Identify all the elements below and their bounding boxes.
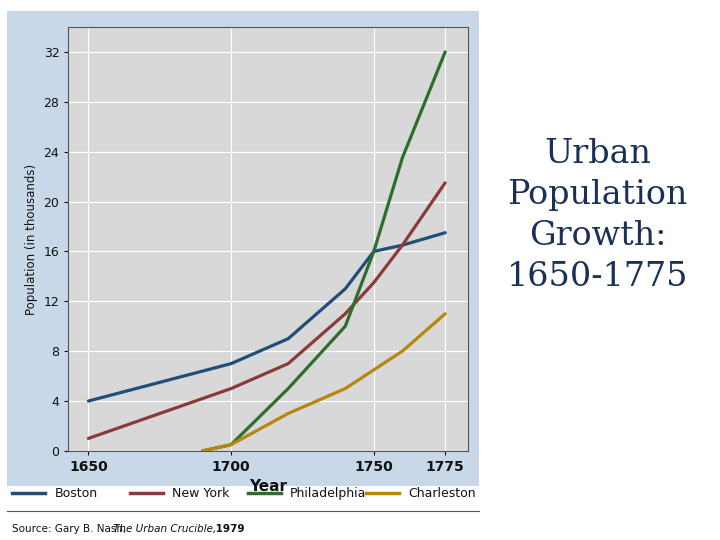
Text: New York: New York — [172, 487, 230, 500]
Y-axis label: Population (in thousands): Population (in thousands) — [25, 164, 38, 314]
Text: Source: Gary B. Nash,: Source: Gary B. Nash, — [12, 524, 130, 534]
Text: 1979: 1979 — [212, 524, 245, 534]
Text: The Urban Crucible,: The Urban Crucible, — [113, 524, 217, 534]
X-axis label: Year: Year — [249, 480, 287, 495]
Text: Philadelphia: Philadelphia — [290, 487, 366, 500]
Text: Urban
Population
Growth:
1650-1775: Urban Population Growth: 1650-1775 — [507, 138, 688, 293]
Text: Charleston: Charleston — [408, 487, 476, 500]
Text: Boston: Boston — [55, 487, 97, 500]
